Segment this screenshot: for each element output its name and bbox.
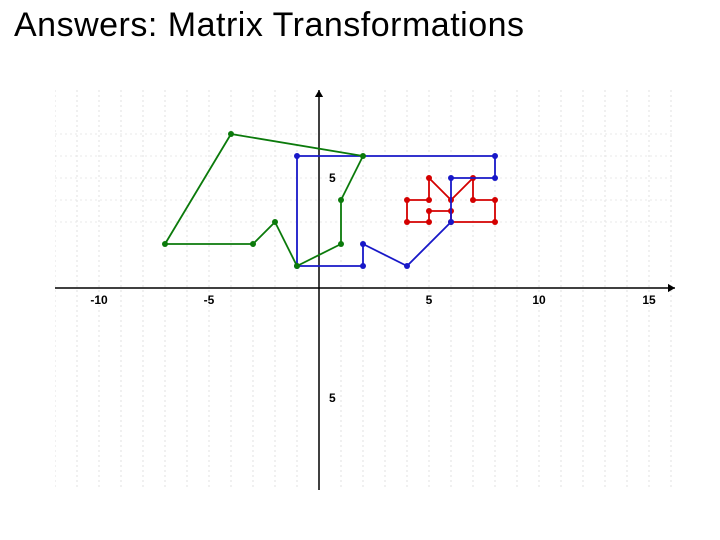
chart-container: -10 -5 5 10 15 5 5 [55,90,675,490]
svg-text:-10: -10 [90,293,108,307]
svg-text:5: 5 [426,293,433,307]
svg-text:10: 10 [532,293,546,307]
svg-text:5: 5 [329,171,336,185]
coordinate-plane: -10 -5 5 10 15 5 5 [55,90,675,490]
svg-text:15: 15 [642,293,656,307]
svg-text:5: 5 [329,391,336,405]
page-title: Answers: Matrix Transformations [14,6,525,45]
svg-text:-5: -5 [204,293,215,307]
